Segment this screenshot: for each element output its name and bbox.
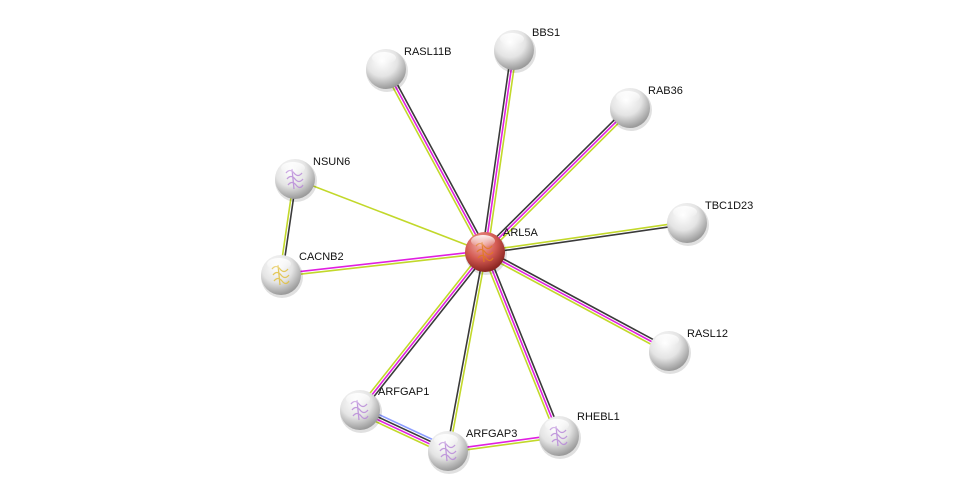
edge-line-textmining [281, 252, 486, 278]
edge-line-experiments [484, 251, 670, 352]
edge-ARL5A-BBS1[interactable] [481, 49, 518, 253]
node-label: RHEBL1 [577, 411, 620, 423]
edge-line-textmining [486, 50, 518, 253]
node-highlight [267, 258, 291, 270]
node-bbs1[interactable]: BBS1 [494, 27, 560, 73]
node-label: CACNB2 [299, 251, 344, 263]
edge-line-textmining [294, 178, 486, 253]
node-rhebl1[interactable]: RHEBL1 [539, 411, 620, 459]
edge-line-experiments [280, 249, 485, 275]
node-label: ARL5A [503, 227, 539, 239]
edge-line-textmining [448, 252, 488, 452]
edge-line-coexpression [482, 105, 629, 251]
node-highlight [616, 91, 640, 103]
edge-line-textmining [357, 249, 484, 409]
node-label: BBS1 [532, 27, 560, 39]
node-highlight [434, 434, 458, 446]
node-rasl11b[interactable]: RASL11B [366, 46, 452, 92]
node-highlight [346, 393, 370, 405]
edge-line-coexpression [445, 251, 485, 451]
edge-line-textmining [481, 252, 558, 438]
node-label: NSUN6 [313, 156, 350, 168]
edge-line-coexpression [361, 253, 488, 413]
node-label: RASL12 [687, 328, 728, 340]
node-arfgap3[interactable]: ARFGAP3 [428, 428, 517, 474]
node-cacnb2[interactable]: CACNB2 [261, 251, 344, 298]
node-highlight [471, 235, 495, 247]
edge-line-textmining [484, 220, 687, 252]
nodes-layer: ARL5A RASL11B BBS1 RAB36 TBC1D23 RASL12 RHEBL1… [261, 27, 753, 474]
edge-line-coexpression [485, 249, 671, 350]
edge-line-textmining [486, 109, 633, 255]
edge-line-coexpression [481, 49, 513, 252]
edge-line-coexpression [485, 223, 688, 255]
edge-line-textmining [383, 69, 484, 254]
node-label: RAB36 [648, 85, 683, 97]
node-highlight [372, 52, 396, 64]
edge-line-experiments [385, 68, 486, 253]
node-label: ARFGAP1 [378, 386, 429, 398]
edge-line-experiments [484, 107, 631, 253]
edges-layer [278, 49, 688, 456]
node-nsun6[interactable]: NSUN6 [275, 156, 350, 202]
edge-line-coexpression [486, 250, 563, 436]
node-highlight [673, 206, 697, 218]
node-rab36[interactable]: RAB36 [610, 85, 683, 131]
node-label: RASL11B [404, 46, 452, 58]
edge-ARL5A-NSUN6[interactable] [294, 178, 486, 253]
node-highlight [545, 419, 569, 431]
edge-line-experiments [484, 251, 560, 437]
node-highlight [500, 33, 524, 45]
edge-line-experiments [484, 49, 515, 253]
edge-ARL5A-RASL12[interactable] [483, 249, 671, 354]
edge-line-experiments [359, 251, 486, 411]
node-label: TBC1D23 [705, 200, 753, 212]
edge-line-textmining [483, 253, 669, 354]
node-rasl12[interactable]: RASL12 [649, 328, 728, 374]
edge-ARL5A-CACNB2[interactable] [280, 249, 486, 278]
edge-ARL5A-RHEBL1[interactable] [481, 250, 563, 438]
node-tbc1d23[interactable]: TBC1D23 [667, 200, 753, 246]
edge-line-coexpression [387, 67, 488, 252]
node-label: ARFGAP3 [466, 428, 517, 440]
edge-ARL5A-RASL11B[interactable] [383, 67, 488, 254]
edge-ARL5A-ARFGAP3[interactable] [445, 251, 488, 452]
node-highlight [281, 162, 305, 174]
edge-ARL5A-RAB36[interactable] [482, 105, 633, 255]
node-arfgap1[interactable]: ARFGAP1 [340, 386, 429, 433]
node-arl5a[interactable]: ARL5A [465, 227, 539, 275]
edge-ARL5A-TBC1D23[interactable] [484, 220, 688, 255]
edge-ARL5A-ARFGAP1[interactable] [357, 249, 488, 413]
node-highlight [655, 334, 679, 346]
